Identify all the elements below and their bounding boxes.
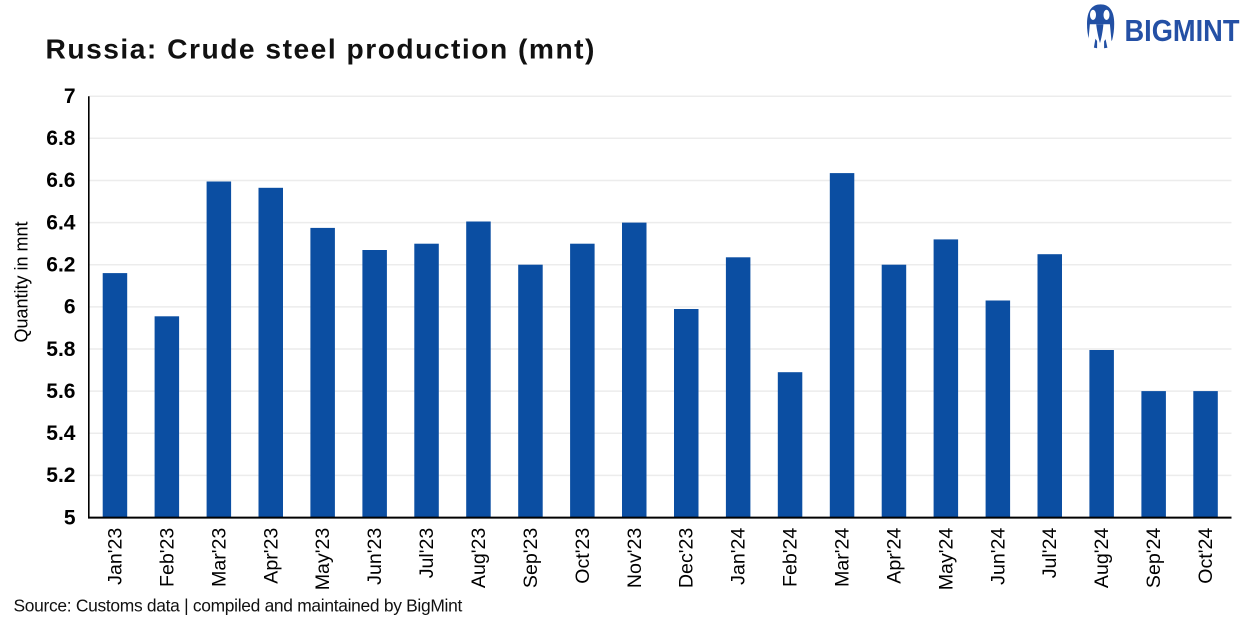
svg-text:Jun'23: Jun'23 bbox=[364, 528, 386, 585]
svg-text:Russia: Crude steel production: Russia: Crude steel production (mnt) bbox=[46, 33, 596, 65]
svg-text:Jan'24: Jan'24 bbox=[728, 528, 750, 585]
svg-text:Sep'23: Sep'23 bbox=[520, 528, 542, 589]
svg-text:May'24: May'24 bbox=[935, 528, 957, 591]
svg-text:Mar'24: Mar'24 bbox=[832, 528, 854, 587]
svg-text:6.2: 6.2 bbox=[46, 254, 75, 277]
svg-text:Aug'23: Aug'23 bbox=[468, 528, 490, 589]
svg-text:5.4: 5.4 bbox=[46, 422, 76, 445]
svg-text:Apr'23: Apr'23 bbox=[260, 528, 282, 584]
svg-text:5.8: 5.8 bbox=[46, 338, 76, 361]
svg-text:5: 5 bbox=[64, 506, 76, 529]
svg-text:Oct'24: Oct'24 bbox=[1195, 528, 1217, 584]
svg-text:Jul'24: Jul'24 bbox=[1039, 528, 1061, 579]
svg-text:May'23: May'23 bbox=[312, 528, 334, 591]
svg-text:Aug'24: Aug'24 bbox=[1091, 528, 1113, 589]
svg-text:6.4: 6.4 bbox=[46, 211, 76, 234]
svg-text:Jul'23: Jul'23 bbox=[416, 528, 438, 579]
svg-text:6.6: 6.6 bbox=[46, 169, 75, 192]
svg-text:7: 7 bbox=[64, 85, 76, 108]
svg-text:5.6: 5.6 bbox=[46, 380, 75, 403]
svg-text:Jun'24: Jun'24 bbox=[987, 528, 1009, 585]
svg-text:6: 6 bbox=[64, 296, 76, 319]
svg-text:6.8: 6.8 bbox=[46, 127, 76, 150]
svg-text:5.2: 5.2 bbox=[46, 464, 75, 487]
svg-text:Quantity in mnt: Quantity in mnt bbox=[11, 221, 31, 342]
svg-text:Feb'23: Feb'23 bbox=[156, 528, 178, 587]
svg-text:Jan'23: Jan'23 bbox=[105, 528, 127, 585]
svg-text:Mar'23: Mar'23 bbox=[208, 528, 230, 587]
svg-text:Dec'23: Dec'23 bbox=[676, 528, 698, 588]
svg-text:BIGMINT: BIGMINT bbox=[1125, 14, 1240, 48]
svg-text:Feb'24: Feb'24 bbox=[780, 528, 802, 587]
svg-text:Oct'23: Oct'23 bbox=[572, 528, 594, 584]
svg-text:Source: Customs data | compile: Source: Customs data | compiled and main… bbox=[14, 595, 463, 615]
svg-text:Nov'23: Nov'23 bbox=[624, 528, 646, 588]
svg-text:Apr'24: Apr'24 bbox=[883, 528, 905, 584]
svg-text:Sep'24: Sep'24 bbox=[1143, 528, 1165, 589]
